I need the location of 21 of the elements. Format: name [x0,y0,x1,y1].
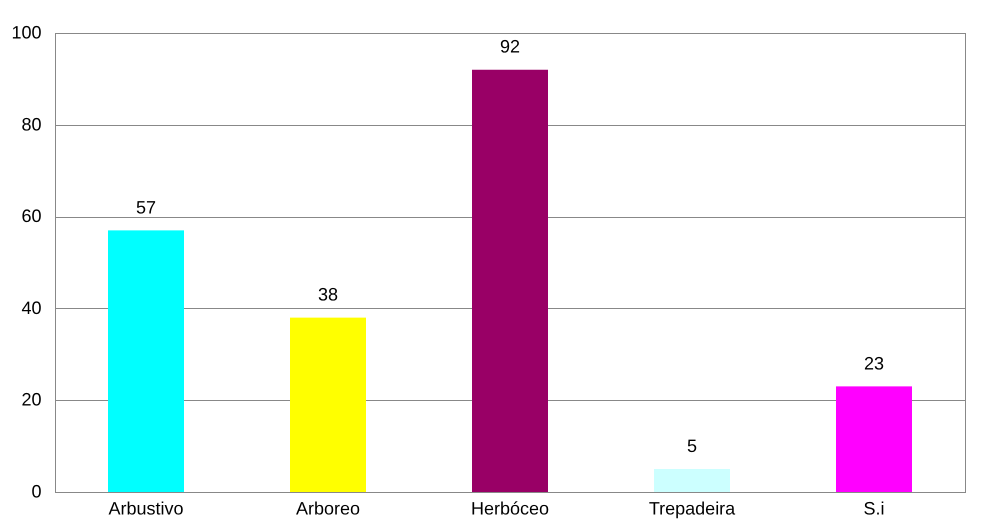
data-label: 23 [864,353,884,374]
x-tick-label: Herbóceo [470,498,550,518]
data-label: 5 [686,436,698,456]
bar [654,469,730,492]
y-tick-label: 60 [21,206,42,226]
y-tick-label: 100 [11,22,42,42]
x-tick-label: Arboreo [296,498,360,518]
y-tick-label: 0 [31,482,42,502]
data-label: 38 [318,284,338,305]
y-tick-label: 80 [21,114,42,134]
bar [290,318,366,492]
bar [836,386,912,492]
y-tick-label: 40 [21,298,42,318]
x-tick-label: S.i [863,498,885,518]
bar [108,230,184,492]
x-tick-label: Arbustivo [108,498,184,518]
bar [472,70,548,492]
data-label: 57 [136,197,156,218]
y-tick-label: 20 [21,390,42,410]
x-tick-label: Trepadeira [648,498,736,518]
data-label: 92 [500,36,520,57]
